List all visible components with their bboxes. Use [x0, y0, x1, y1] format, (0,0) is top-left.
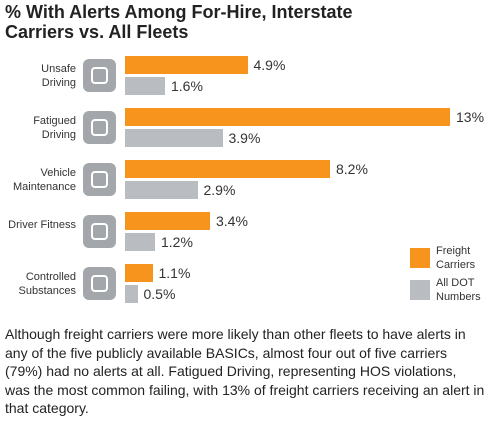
legend-swatch	[410, 280, 430, 300]
category-label: Vehicle Maintenance	[13, 167, 76, 193]
category-label: Driver Fitness	[8, 219, 76, 231]
legend-label: Freight Carriers	[436, 245, 476, 271]
category-icon-glyph	[91, 171, 108, 188]
category-icon	[83, 267, 116, 300]
bar	[125, 233, 155, 251]
category-icon	[83, 111, 116, 144]
value-label: 2.9%	[203, 182, 236, 198]
category-label: Unsafe Driving	[41, 63, 76, 89]
category-label: Fatigued Driving	[33, 115, 76, 141]
value-label: 3.9%	[228, 130, 261, 146]
value-label: 4.9%	[253, 57, 286, 73]
value-label: 8.2%	[336, 161, 368, 177]
value-label: 1.2%	[161, 234, 193, 250]
bar	[125, 77, 165, 95]
category-icon	[83, 163, 116, 196]
value-label: 3.4%	[216, 213, 248, 229]
legend-swatch	[410, 248, 430, 268]
value-label: 0.5%	[143, 286, 176, 302]
value-label: 1.6%	[171, 78, 203, 94]
category-label: Controlled Substances	[18, 271, 76, 297]
category-icon	[83, 59, 116, 92]
category-icon-glyph	[91, 67, 108, 84]
bar	[125, 264, 153, 282]
category-icon	[83, 215, 116, 248]
bar	[125, 212, 210, 230]
category-icon-glyph	[91, 275, 108, 292]
bar	[125, 56, 248, 74]
bar	[125, 129, 223, 147]
bar	[125, 108, 450, 126]
chart-title: % With Alerts Among For-Hire, Interstate…	[5, 2, 353, 42]
bar	[125, 285, 138, 303]
category-icon-glyph	[91, 119, 108, 136]
bar	[125, 160, 330, 178]
value-label: 13%	[456, 109, 485, 125]
bar	[125, 181, 198, 199]
category-icon-glyph	[91, 223, 108, 240]
value-label: 1.1%	[158, 265, 191, 281]
caption: Although freight carriers were more like…	[5, 326, 485, 416]
legend-label: All DOT Numbers	[436, 277, 481, 303]
